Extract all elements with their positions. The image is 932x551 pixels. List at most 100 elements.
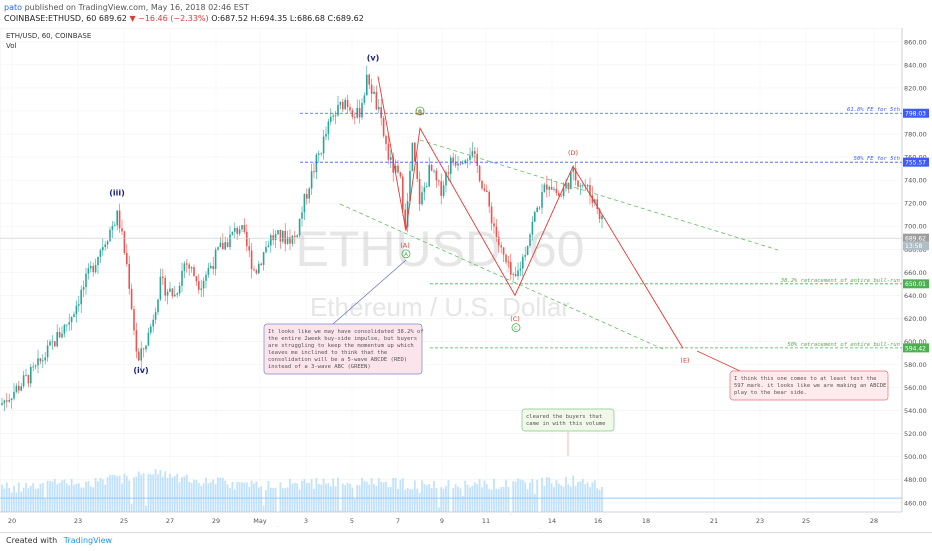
volume-bar bbox=[41, 482, 44, 512]
channel-line bbox=[339, 203, 666, 351]
candle-body bbox=[279, 230, 282, 242]
volume-bar bbox=[142, 473, 145, 512]
created-with: Created with TradingView bbox=[6, 536, 112, 545]
y-tick-label: 520.00 bbox=[904, 430, 927, 438]
wave-label: (iv) bbox=[133, 366, 148, 375]
candle-body bbox=[553, 188, 555, 190]
volume-bar bbox=[289, 478, 291, 512]
candle-body bbox=[308, 188, 310, 199]
y-tick-label: 860.00 bbox=[904, 38, 927, 46]
wave-label: (A) bbox=[400, 241, 410, 249]
volume-bar bbox=[399, 479, 402, 512]
candle-body bbox=[181, 270, 183, 286]
candle-body bbox=[106, 241, 109, 245]
candle-body bbox=[212, 266, 214, 270]
candle-body bbox=[493, 223, 495, 227]
price-tag bbox=[903, 279, 929, 289]
volume-bar bbox=[596, 488, 599, 512]
y-tick-label: 840.00 bbox=[904, 61, 927, 69]
volume-bar bbox=[517, 478, 519, 512]
y-tick-label: 580.00 bbox=[904, 361, 927, 369]
candle-body bbox=[190, 267, 193, 269]
y-tick-label: 560.00 bbox=[904, 384, 927, 392]
tradingview-logo[interactable]: TradingView bbox=[63, 536, 113, 545]
volume-bar bbox=[601, 486, 603, 512]
volume-bar bbox=[353, 499, 356, 512]
x-tick-label: 16 bbox=[594, 517, 602, 525]
candle-body bbox=[73, 314, 75, 317]
wave-label: (v) bbox=[367, 54, 380, 63]
volume-bar bbox=[457, 486, 459, 512]
volume-bar bbox=[365, 481, 368, 512]
candle-body bbox=[37, 358, 39, 366]
candle-body bbox=[423, 187, 426, 193]
candle-body bbox=[178, 285, 181, 294]
volume-bar bbox=[219, 477, 222, 512]
volume-bar bbox=[380, 481, 383, 512]
y-tick-label: 740.00 bbox=[904, 177, 927, 185]
candle-body bbox=[94, 264, 97, 273]
volume-bar bbox=[560, 485, 563, 512]
candle-body bbox=[109, 229, 111, 242]
candle-body bbox=[6, 400, 8, 402]
candle-body bbox=[267, 245, 270, 247]
volume-bar bbox=[236, 481, 239, 512]
note-abcde-box bbox=[263, 323, 423, 375]
volume-bar bbox=[209, 482, 212, 512]
candle-body bbox=[574, 168, 577, 181]
candle-body bbox=[82, 287, 85, 290]
volume-bar bbox=[308, 482, 311, 512]
y-tick-label: 540.00 bbox=[904, 407, 927, 415]
candle-body bbox=[219, 242, 222, 248]
candle-body bbox=[111, 226, 114, 230]
x-tick-label: 18 bbox=[642, 517, 650, 525]
volume-bar bbox=[507, 486, 510, 512]
volume-bar bbox=[128, 480, 131, 512]
candle-body bbox=[39, 358, 42, 362]
volume-bar bbox=[154, 469, 157, 512]
candle-body bbox=[188, 264, 190, 269]
candle-body bbox=[548, 186, 550, 190]
price-axis[interactable]: 860.00840.00820.00800.00780.00760.00740.… bbox=[901, 28, 929, 512]
ohlc-values: O:687.52 H:694.35 L:686.68 C:689.62 bbox=[211, 14, 364, 23]
volume-bar bbox=[529, 482, 531, 512]
volume-bar bbox=[555, 480, 558, 512]
candle-body bbox=[85, 273, 87, 288]
candle-body bbox=[512, 274, 514, 275]
volume-bar bbox=[435, 487, 438, 512]
candle-body bbox=[562, 188, 565, 197]
volume-bar bbox=[488, 489, 491, 512]
author-link[interactable]: pato bbox=[4, 3, 23, 12]
candle-body bbox=[414, 142, 416, 162]
wave-label: (C) bbox=[510, 315, 520, 323]
candle-body bbox=[546, 184, 548, 190]
candle-body bbox=[34, 365, 37, 367]
candle-body bbox=[289, 237, 291, 244]
candle-body bbox=[536, 207, 538, 212]
volume-bar bbox=[543, 485, 546, 512]
candle-body bbox=[582, 185, 584, 187]
candle-body bbox=[56, 332, 58, 347]
volume-bar bbox=[447, 480, 450, 512]
candle-body bbox=[517, 270, 519, 277]
volume-bar bbox=[212, 479, 215, 512]
candle-body bbox=[349, 107, 351, 111]
price-chart[interactable]: ETHUSD, 60 Ethereum / U.S. Dollar 61.8% … bbox=[0, 28, 932, 532]
candle-body bbox=[442, 185, 445, 196]
candle-body bbox=[469, 156, 471, 160]
candle-body bbox=[327, 121, 330, 134]
volume-bar bbox=[257, 487, 260, 512]
candle-body bbox=[363, 95, 366, 104]
candle-body bbox=[394, 165, 397, 173]
time-axis[interactable]: 20 23 25 27 29 May 3 5 7 9 11 14 16 18 21 23 25 28 bbox=[0, 511, 902, 525]
candle-body bbox=[418, 178, 421, 205]
candle-body bbox=[589, 185, 591, 196]
candle-body bbox=[140, 348, 142, 361]
candle-body bbox=[70, 316, 73, 323]
volume-bar bbox=[591, 482, 594, 512]
volume-bar bbox=[188, 481, 191, 512]
alt-wave-label: B bbox=[418, 109, 422, 115]
x-tick-label: 14 bbox=[548, 517, 556, 525]
volume-bar bbox=[159, 469, 162, 512]
volume-bar bbox=[265, 490, 267, 512]
